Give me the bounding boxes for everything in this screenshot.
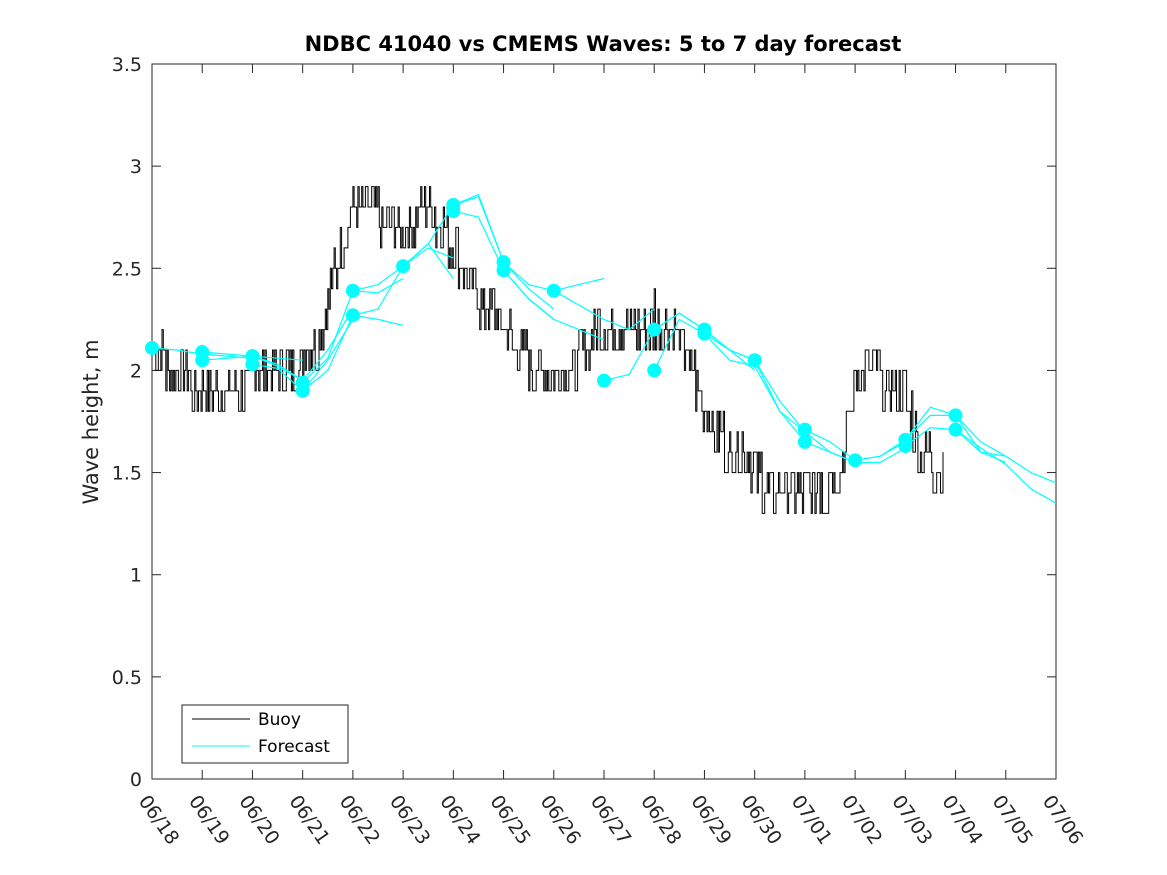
forecast-start-point xyxy=(948,422,963,437)
forecast-start-point xyxy=(446,204,461,219)
legend: Buoy Forecast xyxy=(181,704,349,764)
forecast-start-point xyxy=(697,326,712,341)
forecast-start-point xyxy=(145,340,159,355)
forecast-start-point xyxy=(345,308,360,323)
y-tick-label: 3.5 xyxy=(112,54,142,76)
forecast-start-point xyxy=(345,283,360,298)
forecast-start-point xyxy=(848,453,863,468)
forecast-start-point xyxy=(546,283,561,298)
forecast-start-point xyxy=(948,408,963,423)
legend-label-forecast: Forecast xyxy=(258,737,330,757)
legend-label-buoy: Buoy xyxy=(258,710,301,730)
forecast-start-point xyxy=(797,422,812,437)
forecast-start-point xyxy=(647,363,662,378)
series-forecast-line xyxy=(553,290,655,331)
forecast-start-point xyxy=(496,263,511,278)
series-forecast-line xyxy=(503,269,605,341)
legend-box xyxy=(181,704,349,764)
forecast-start-point xyxy=(295,383,310,398)
y-tick-label: 0.5 xyxy=(112,667,142,689)
forecast-start-point xyxy=(797,434,812,449)
chart-title: NDBC 41040 vs CMEMS Waves: 5 to 7 day fo… xyxy=(305,32,902,56)
y-tick-label: 3 xyxy=(130,156,142,178)
forecast-start-point xyxy=(245,357,260,372)
series-forecast-line xyxy=(955,429,1057,504)
y-tick-label: 0 xyxy=(130,769,142,791)
forecast-start-point xyxy=(597,373,611,388)
forecast-start-point xyxy=(195,353,210,368)
y-tick-label: 1.5 xyxy=(112,463,142,485)
series-forecast-line xyxy=(955,415,1057,484)
forecast-start-point xyxy=(647,322,662,337)
forecast-start-point xyxy=(747,353,762,368)
forecast-start-point xyxy=(396,259,411,274)
y-tick-label: 2 xyxy=(130,360,142,382)
y-axis-label: Wave height, m xyxy=(79,339,103,504)
y-tick-label: 2.5 xyxy=(112,258,142,280)
y-tick-label: 1 xyxy=(130,565,142,587)
forecast-start-point xyxy=(898,439,913,454)
series-buoy-line xyxy=(152,186,944,514)
